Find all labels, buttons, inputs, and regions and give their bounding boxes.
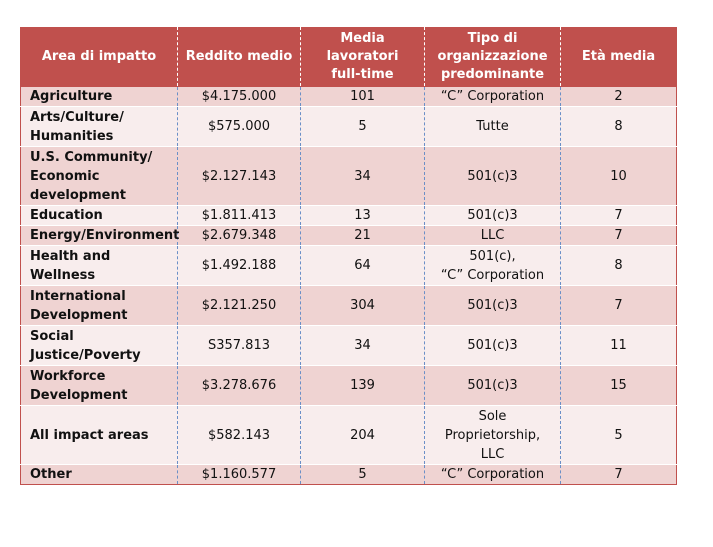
cell-workers: 5 bbox=[300, 106, 425, 147]
cell-area: Agriculture bbox=[20, 86, 178, 107]
cell-area: Education bbox=[20, 205, 178, 226]
header-workers: Media lavoratori full-time bbox=[300, 27, 425, 87]
cell-area: Social Justice/Poverty bbox=[20, 325, 178, 366]
table-row: Education $1.811.413 13 501(c)3 7 bbox=[20, 205, 677, 226]
cell-revenue: $3.278.676 bbox=[177, 365, 301, 406]
cell-age: 5 bbox=[560, 405, 677, 465]
table-header: Area di impatto Reddito medio Media lavo… bbox=[20, 27, 677, 87]
cell-workers: 139 bbox=[300, 365, 425, 406]
header-org-type: Tipo di organizzazione predominante bbox=[424, 27, 561, 87]
cell-workers: 304 bbox=[300, 285, 425, 326]
header-area: Area di impatto bbox=[20, 27, 178, 87]
cell-revenue: $2.121.250 bbox=[177, 285, 301, 326]
header-age: Età media bbox=[560, 27, 677, 87]
cell-workers: 101 bbox=[300, 86, 425, 107]
cell-age: 7 bbox=[560, 464, 677, 485]
cell-revenue: $575.000 bbox=[177, 106, 301, 147]
cell-workers: 34 bbox=[300, 146, 425, 206]
cell-age: 8 bbox=[560, 245, 677, 286]
cell-org-type: 501(c)3 bbox=[424, 325, 561, 366]
table-row: Arts/Culture/ Humanities $575.000 5 Tutte 8 bbox=[20, 106, 677, 147]
cell-workers: 64 bbox=[300, 245, 425, 286]
table-body: Agriculture $4.175.000 101 “C” Corporation 2… bbox=[20, 86, 677, 485]
cell-revenue: $1.160.577 bbox=[177, 464, 301, 485]
cell-area: Health and Wellness bbox=[20, 245, 178, 286]
cell-workers: 34 bbox=[300, 325, 425, 366]
table-row: International Development $2.121.250 304 50… bbox=[20, 285, 677, 326]
table-row: All impact areas $582.143 204 Sole Propriet… bbox=[20, 405, 677, 465]
cell-org-type: 501(c)3 bbox=[424, 205, 561, 226]
cell-revenue: $1.492.188 bbox=[177, 245, 301, 286]
cell-area: Other bbox=[20, 464, 178, 485]
cell-org-type: “C” Corporation bbox=[424, 464, 561, 485]
cell-area: Energy/Environment bbox=[20, 225, 179, 246]
cell-workers: 21 bbox=[300, 225, 425, 246]
header-row: Area di impatto Reddito medio Media lavo… bbox=[20, 27, 677, 87]
cell-age: 7 bbox=[560, 225, 677, 246]
impact-table: Area di impatto Reddito medio Media lavo… bbox=[20, 27, 677, 485]
cell-org-type: 501(c)3 bbox=[424, 146, 561, 206]
cell-org-type: LLC bbox=[424, 225, 561, 246]
table-row: Energy/Environment $2.679.348 21 LLC 7 bbox=[20, 225, 677, 246]
cell-revenue: $582.143 bbox=[177, 405, 301, 465]
cell-revenue: $4.175.000 bbox=[177, 86, 301, 107]
cell-age: 11 bbox=[560, 325, 677, 366]
cell-age: 15 bbox=[560, 365, 677, 406]
cell-revenue: $1.811.413 bbox=[177, 205, 301, 226]
header-revenue: Reddito medio bbox=[177, 27, 301, 87]
cell-age: 10 bbox=[560, 146, 677, 206]
cell-area: International Development bbox=[20, 285, 178, 326]
cell-age: 2 bbox=[560, 86, 677, 107]
cell-revenue: $2.127.143 bbox=[177, 146, 301, 206]
cell-workers: 5 bbox=[300, 464, 425, 485]
cell-org-type: 501(c)3 bbox=[424, 365, 561, 406]
table-row: Workforce Development $3.278.676 139 501(c)… bbox=[20, 365, 677, 406]
cell-revenue: $2.679.348 bbox=[177, 225, 301, 246]
cell-workers: 204 bbox=[300, 405, 425, 465]
cell-revenue: S357.813 bbox=[177, 325, 301, 366]
cell-area: Workforce Development bbox=[20, 365, 178, 406]
table-row: Agriculture $4.175.000 101 “C” Corporation 2 bbox=[20, 86, 677, 107]
cell-age: 7 bbox=[560, 285, 677, 326]
cell-org-type: Tutte bbox=[424, 106, 561, 147]
table-row: Health and Wellness $1.492.188 64 501(c), “… bbox=[20, 245, 677, 286]
cell-area: Arts/Culture/ Humanities bbox=[20, 106, 178, 147]
cell-age: 8 bbox=[560, 106, 677, 147]
cell-org-type: “C” Corporation bbox=[424, 86, 561, 107]
table-row: Social Justice/Poverty S357.813 34 501(c)3 1… bbox=[20, 325, 677, 366]
cell-org-type: Sole Proprietorship, LLC bbox=[424, 405, 561, 465]
cell-org-type: 501(c)3 bbox=[424, 285, 561, 326]
table-row: U.S. Community/ Economic development $2.1… bbox=[20, 146, 677, 206]
cell-workers: 13 bbox=[300, 205, 425, 226]
cell-area: All impact areas bbox=[20, 405, 178, 465]
cell-area: U.S. Community/ Economic development bbox=[20, 146, 178, 206]
table-row: Other $1.160.577 5 “C” Corporation 7 bbox=[20, 464, 677, 485]
cell-org-type: 501(c), “C” Corporation bbox=[424, 245, 561, 286]
cell-age: 7 bbox=[560, 205, 677, 226]
